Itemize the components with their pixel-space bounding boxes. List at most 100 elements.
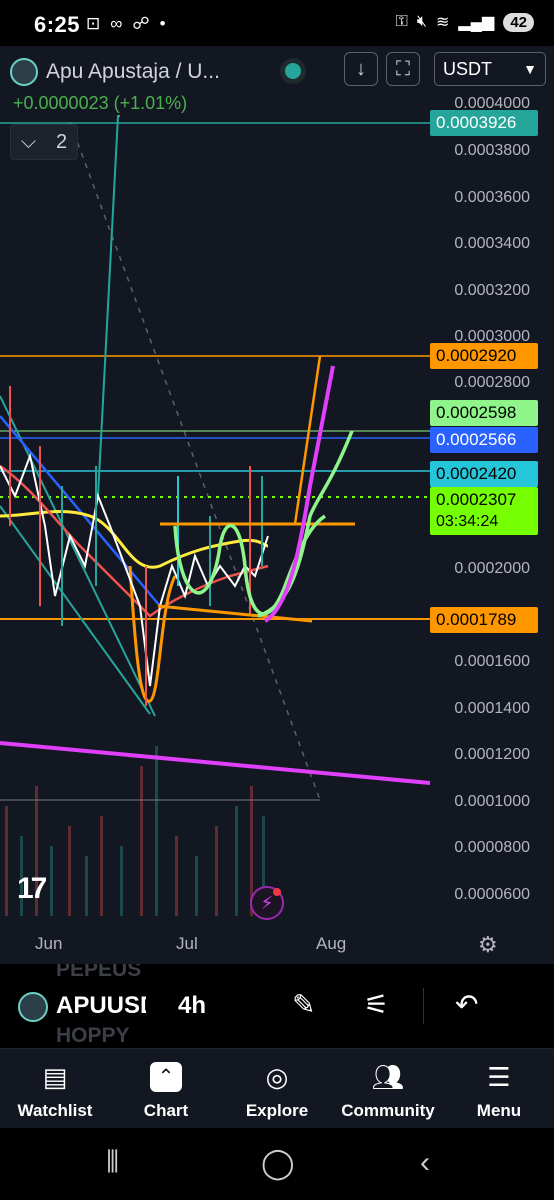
chart-toolbar: PEPEUS HOPPY APUUSDT 4h ✎ ⚟ ↶ — [0, 964, 554, 1048]
key-icon: ⚿ — [395, 13, 408, 30]
tab-label: Watchlist — [17, 1101, 93, 1120]
flash-button[interactable]: ⚡ — [250, 886, 284, 920]
indicator-count: 2 — [55, 130, 68, 153]
signal-icon: ▂▄▆ — [458, 14, 495, 31]
system-nav-bar: ⦀ ◯ ‹ — [0, 1128, 554, 1200]
y-axis-label: 0.0001400 — [454, 700, 530, 717]
bar-countdown: 03:34:24 — [436, 513, 499, 530]
toolbar-divider — [423, 988, 424, 1024]
y-axis-label: 0.0001600 — [454, 653, 530, 670]
fullscreen-icon: ⛶ — [396, 57, 410, 80]
lightning-icon: ⚡ — [260, 892, 274, 913]
home-icon[interactable]: ◯ — [261, 1147, 295, 1180]
orange-curve — [128, 565, 177, 703]
x-axis-label: Aug — [316, 934, 347, 953]
ghost-symbol-below: HOPPY — [56, 1024, 130, 1047]
tab-menu[interactable]: ☰ Menu — [444, 1059, 554, 1121]
status-time: 6:25 — [34, 12, 81, 37]
dotted-trendline — [69, 121, 321, 801]
price-tag-green: 0.0002598 — [430, 400, 538, 426]
y-axis-label: 0.0000800 — [454, 839, 530, 856]
status-right-icons: ⚿ 🔇︎ ≋ ▂▄▆ 42 — [396, 12, 534, 32]
back-icon[interactable]: ‹ — [420, 1146, 430, 1179]
interval-selector[interactable]: 4h — [178, 992, 207, 1019]
symbol-logo — [18, 992, 48, 1022]
y-axis-label: 0.0003800 — [454, 142, 530, 159]
symbol-title[interactable]: Apu Apustaja / U... — [46, 60, 220, 83]
y-axis-label: 0.0001000 — [454, 793, 530, 810]
tab-chart[interactable]: ⌃ Chart — [111, 1059, 221, 1121]
indicators-toggle[interactable]: ⌵ 2 — [10, 124, 78, 160]
chart-icon: ⌃ — [150, 1062, 182, 1092]
channel-line-teal-lower — [0, 505, 151, 715]
compass-icon: ◎ — [265, 1061, 289, 1092]
y-axis-label: 0.0003400 — [454, 235, 530, 252]
candles — [9, 386, 263, 706]
y-axis-label: 0.0002000 — [454, 560, 530, 577]
menu-icon: ☰ — [487, 1061, 511, 1092]
y-axis-label: 0.0004000 — [454, 95, 530, 112]
screenshot-icon: ⊡ — [86, 14, 101, 33]
price-tag-orange-support: 0.0001789 — [430, 607, 538, 633]
currency-value: USDT — [443, 59, 492, 79]
y-axis-label: 0.0001200 — [454, 746, 530, 763]
tab-watchlist[interactable]: ▤ Watchlist — [0, 1059, 110, 1121]
channel-line-blue — [0, 415, 161, 607]
battery-indicator: 42 — [503, 12, 534, 32]
symbol-header[interactable]: Apu Apustaja / U... — [10, 58, 220, 86]
mute-icon: 🔇︎ — [416, 13, 427, 30]
x-axis-label: Jul — [176, 934, 198, 953]
notification-dot — [273, 888, 281, 896]
recent-apps-icon[interactable]: ⦀ — [106, 1146, 120, 1179]
price-tag-cyan: 0.0002420 — [430, 461, 538, 487]
status-left-icons: ⊡ ∞ ☍ • — [86, 14, 166, 34]
chart-plot[interactable] — [0, 46, 554, 964]
chart-settings-icon[interactable]: ⚙ — [478, 932, 498, 957]
bottom-tab-bar: ▤ Watchlist ⌃ Chart ◎ Explore 👥︎ Communi… — [0, 1048, 554, 1128]
price-tag-orange-top: 0.0002920 — [430, 343, 538, 369]
tab-label: Community — [341, 1101, 435, 1120]
watchlist-icon: ▤ — [42, 1061, 68, 1092]
tab-explore[interactable]: ◎ Explore — [222, 1059, 332, 1121]
tradingview-logo[interactable]: 17 — [17, 872, 47, 905]
chart-area[interactable]: Apu Apustaja / U... +0.0000023 (+1.01%) … — [0, 46, 554, 964]
tab-label: Menu — [476, 1101, 522, 1120]
drawing-tools-icon[interactable]: ✎ — [292, 989, 316, 1020]
indicators-settings-icon[interactable]: ⚟ — [364, 989, 390, 1020]
market-status-dot[interactable] — [285, 63, 301, 79]
arrow-down-icon: ↓ — [356, 57, 366, 80]
tab-label: Chart — [143, 1101, 189, 1120]
x-axis-label: Jun — [35, 934, 63, 953]
chevron-down-icon: ▼ — [523, 61, 537, 77]
dot-icon: • — [159, 14, 166, 33]
chevron-down-icon: ⌵ — [20, 130, 37, 153]
price-tag-teal: 0.0003926 — [430, 110, 538, 136]
volume-bars — [5, 746, 265, 916]
y-axis-label: 0.0003200 — [454, 282, 530, 299]
y-axis-label: 0.0000600 — [454, 886, 530, 903]
tab-community[interactable]: 👥︎ Community — [333, 1059, 443, 1121]
currency-select[interactable]: USDT ▼ — [434, 52, 546, 86]
download-button[interactable]: ↓ — [344, 52, 378, 86]
last-price-tag: 0.0002307 03:34:24 — [430, 487, 538, 535]
teal-spike-line — [97, 115, 120, 497]
wifi-icon: ≋ — [435, 14, 450, 31]
undo-icon[interactable]: ↶ — [455, 989, 479, 1020]
range-bottom-line — [157, 604, 313, 623]
ghost-symbol-above: PEPEUS — [56, 964, 142, 981]
magenta-trendline — [0, 741, 431, 785]
price-tag-blue: 0.0002566 — [430, 427, 538, 453]
price-change: +0.0000023 (+1.01%) — [13, 93, 188, 113]
y-axis-label: 0.0003600 — [454, 189, 530, 206]
fullscreen-button[interactable]: ⛶ — [386, 52, 420, 86]
y-axis-label: 0.0002800 — [454, 374, 530, 391]
symbol-logo — [10, 58, 38, 86]
orange-projection — [293, 355, 322, 525]
voicemail-icon: ∞ — [110, 14, 123, 33]
magenta-projection — [263, 365, 335, 623]
tab-label: Explore — [245, 1101, 309, 1120]
symbol-selector[interactable]: APUUSDT — [56, 992, 146, 1019]
community-icon: 👥︎ — [371, 1061, 405, 1092]
status-bar: 6:25 ⊡ ∞ ☍ • ⚿ 🔇︎ ≋ ▂▄▆ 42 — [0, 0, 554, 46]
last-price-value: 0.0002307 — [436, 490, 517, 509]
